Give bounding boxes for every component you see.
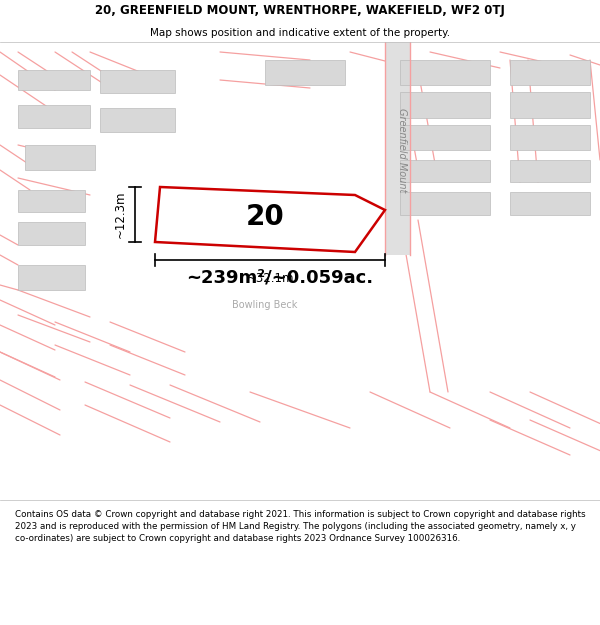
Polygon shape — [400, 125, 490, 150]
Polygon shape — [18, 105, 90, 128]
Text: ~12.3m: ~12.3m — [114, 191, 127, 238]
Polygon shape — [18, 190, 85, 212]
Polygon shape — [400, 92, 490, 118]
Text: 20: 20 — [245, 203, 284, 231]
Text: Bowling Beck: Bowling Beck — [232, 300, 298, 310]
Polygon shape — [400, 192, 490, 215]
Polygon shape — [18, 265, 85, 290]
Polygon shape — [100, 70, 175, 93]
Text: 20, GREENFIELD MOUNT, WRENTHORPE, WAKEFIELD, WF2 0TJ: 20, GREENFIELD MOUNT, WRENTHORPE, WAKEFI… — [95, 4, 505, 17]
Polygon shape — [510, 125, 590, 150]
Polygon shape — [510, 92, 590, 118]
Polygon shape — [18, 222, 85, 245]
Text: Map shows position and indicative extent of the property.: Map shows position and indicative extent… — [150, 28, 450, 38]
Polygon shape — [265, 60, 345, 85]
Text: ~239m²/~0.059ac.: ~239m²/~0.059ac. — [187, 269, 374, 287]
Polygon shape — [510, 192, 590, 215]
Polygon shape — [400, 60, 490, 85]
Polygon shape — [18, 70, 90, 90]
Polygon shape — [510, 60, 590, 85]
Polygon shape — [100, 108, 175, 132]
Polygon shape — [25, 145, 95, 170]
Polygon shape — [400, 160, 490, 182]
Text: Greenfield Mount: Greenfield Mount — [397, 107, 407, 192]
Polygon shape — [385, 42, 410, 255]
Text: ~32.1m: ~32.1m — [246, 272, 294, 285]
Text: Contains OS data © Crown copyright and database right 2021. This information is : Contains OS data © Crown copyright and d… — [15, 510, 586, 542]
Polygon shape — [510, 160, 590, 182]
